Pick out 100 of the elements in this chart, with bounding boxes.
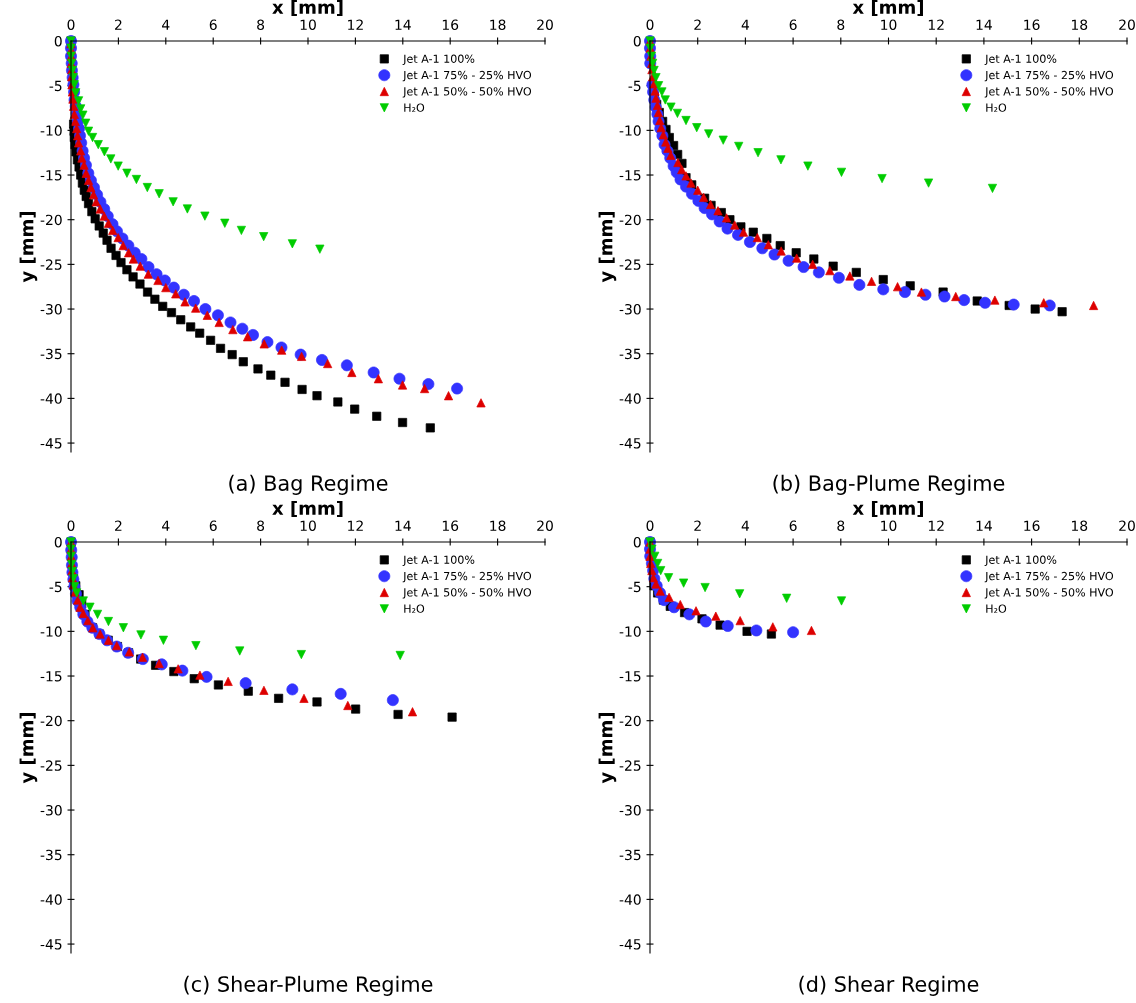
x-tick-label: 10 bbox=[881, 19, 897, 30]
y-tick-label: 0 bbox=[633, 536, 641, 548]
x-tick-label: 4 bbox=[162, 19, 170, 30]
text: (c) Shear-Plume Regime bbox=[184, 975, 433, 996]
x-tick-label: 2 bbox=[694, 520, 701, 531]
x-tick-label: 18 bbox=[490, 520, 506, 531]
y-tick-label: -30 bbox=[40, 805, 62, 816]
x-tick-label: 18 bbox=[1071, 520, 1088, 531]
y-tick-label: -20 bbox=[619, 214, 641, 226]
y-tick-label: -40 bbox=[40, 393, 62, 404]
x-tick-label: 6 bbox=[209, 19, 217, 30]
x-tick-label: 0 bbox=[646, 19, 654, 30]
x-tick-label: 16 bbox=[442, 19, 459, 30]
x-tick-label: 8 bbox=[837, 520, 845, 531]
y-tick-label: -45 bbox=[40, 939, 62, 950]
y-tick-label: -45 bbox=[619, 939, 641, 950]
y-tick-label: -40 bbox=[619, 894, 641, 905]
x-tick-label: 12 bbox=[928, 520, 944, 531]
y-tick-label: -25 bbox=[40, 760, 62, 771]
text: (a) Bag Regime bbox=[229, 474, 388, 495]
y-tick-label: -20 bbox=[40, 715, 62, 727]
x-tick-label: 18 bbox=[1071, 19, 1088, 30]
legend-label: H₂O bbox=[404, 103, 425, 112]
x-tick-label: 16 bbox=[442, 520, 459, 531]
x-tick-label: 4 bbox=[162, 520, 170, 531]
y-tick-label: 0 bbox=[633, 35, 641, 47]
y-tick-label: -10 bbox=[619, 125, 641, 136]
x-tick-label: 16 bbox=[1024, 520, 1040, 531]
y-tick-label: -35 bbox=[40, 849, 62, 861]
y-tick-label: -30 bbox=[619, 805, 641, 816]
y-tick-label: -15 bbox=[40, 170, 62, 181]
legend-label: Jet A-1 100% bbox=[984, 555, 1057, 566]
x-tick-label: 8 bbox=[837, 19, 845, 30]
x-tick-label: 2 bbox=[115, 520, 122, 531]
y-tick-label: -15 bbox=[40, 671, 62, 682]
legend-label: H₂O bbox=[404, 604, 425, 613]
x-tick-label: 12 bbox=[928, 19, 944, 30]
x-axis-title: x [mm] bbox=[272, 0, 343, 17]
legend-label: Jet A-1 75% - 25% HVO bbox=[984, 70, 1114, 82]
x-tick-label: 8 bbox=[257, 520, 265, 531]
y-axis-title: y [mm] bbox=[598, 712, 617, 784]
y-tick-label: -10 bbox=[619, 626, 641, 637]
y-tick-label: -30 bbox=[40, 304, 62, 315]
x-tick-label: 0 bbox=[67, 520, 75, 531]
x-tick-label: 8 bbox=[257, 19, 265, 30]
legend-label: Jet A-1 50% - 50% HVO bbox=[984, 588, 1114, 599]
legend-label: Jet A-1 100% bbox=[402, 54, 475, 65]
y-tick-label: -5 bbox=[49, 80, 62, 92]
x-tick-label: 14 bbox=[976, 520, 992, 531]
legend-label: Jet A-1 75% - 25% HVO bbox=[402, 571, 532, 583]
y-tick-label: -5 bbox=[628, 581, 641, 593]
y-tick-label: -35 bbox=[619, 348, 641, 360]
x-tick-label: 20 bbox=[537, 520, 553, 531]
x-tick-label: 16 bbox=[1024, 19, 1040, 30]
x-tick-label: 20 bbox=[1119, 520, 1135, 531]
x-axis-title: x [mm] bbox=[852, 500, 923, 518]
x-tick-label: 4 bbox=[741, 19, 750, 30]
legend-label: Jet A-1 50% - 50% HVO bbox=[984, 87, 1114, 98]
y-tick-label: -15 bbox=[619, 170, 641, 181]
legend-label: Jet A-1 75% - 25% HVO bbox=[402, 70, 532, 82]
x-tick-label: 20 bbox=[537, 19, 553, 30]
x-tick-label: 6 bbox=[209, 520, 217, 531]
y-tick-label: -15 bbox=[619, 671, 641, 682]
y-tick-label: 0 bbox=[54, 536, 62, 548]
y-tick-label: -5 bbox=[49, 581, 62, 593]
x-tick-label: 12 bbox=[348, 520, 363, 531]
x-tick-label: 4 bbox=[741, 520, 750, 531]
y-axis-title: y [mm] bbox=[19, 712, 38, 784]
y-tick-label: -30 bbox=[619, 304, 641, 315]
legend-label: Jet A-1 75% - 25% HVO bbox=[984, 571, 1114, 583]
x-axis-title: x [mm] bbox=[852, 0, 923, 17]
x-tick-label: 14 bbox=[976, 19, 992, 30]
legend-label: Jet A-1 50% - 50% HVO bbox=[402, 588, 532, 599]
y-tick-label: -35 bbox=[40, 348, 62, 360]
y-tick-label: -10 bbox=[40, 125, 62, 136]
y-tick-label: -25 bbox=[40, 259, 62, 270]
x-tick-label: 0 bbox=[67, 19, 75, 30]
y-tick-label: -20 bbox=[40, 214, 62, 226]
x-tick-label: 10 bbox=[300, 520, 316, 531]
legend-label: Jet A-1 100% bbox=[402, 555, 475, 566]
x-tick-label: 14 bbox=[395, 19, 411, 30]
x-tick-label: 10 bbox=[300, 19, 316, 30]
x-tick-label: 18 bbox=[490, 19, 506, 30]
x-tick-label: 20 bbox=[1119, 19, 1135, 30]
y-tick-label: -25 bbox=[619, 760, 641, 771]
text: (d) Shear Regime bbox=[799, 975, 979, 996]
y-tick-label: -5 bbox=[628, 80, 641, 92]
legend-label: Jet A-1 50% - 50% HVO bbox=[402, 87, 532, 98]
legend-label: Jet A-1 100% bbox=[984, 54, 1057, 65]
x-tick-label: 6 bbox=[789, 520, 797, 531]
y-tick-label: -45 bbox=[40, 438, 62, 449]
y-tick-label: 0 bbox=[54, 35, 62, 47]
x-tick-label: 6 bbox=[789, 19, 797, 30]
x-tick-label: 2 bbox=[694, 19, 701, 30]
y-axis-title: y [mm] bbox=[598, 211, 617, 283]
y-tick-label: -45 bbox=[619, 438, 641, 449]
y-tick-label: -25 bbox=[619, 259, 641, 270]
y-tick-label: -10 bbox=[40, 626, 62, 637]
y-tick-label: -20 bbox=[619, 715, 641, 727]
text: (b) Bag-Plume Regime bbox=[773, 474, 1005, 495]
